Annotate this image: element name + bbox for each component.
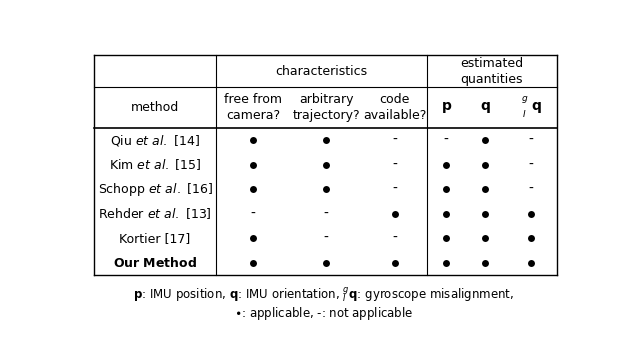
Text: arbitrary
trajectory?: arbitrary trajectory? [293,93,360,122]
Text: $\mathbf{q}$: $\mathbf{q}$ [480,100,491,115]
Text: free from
camera?: free from camera? [224,93,282,122]
Text: characteristics: characteristics [276,64,368,78]
Text: Schopp $\mathit{et\ al.}$ [16]: Schopp $\mathit{et\ al.}$ [16] [97,181,212,198]
Text: Rehder $\mathit{et\ al.}$ [13]: Rehder $\mathit{et\ al.}$ [13] [98,206,212,221]
Text: -: - [444,133,449,147]
Text: Kortier [17]: Kortier [17] [119,232,191,245]
Text: $\mathbf{Our\ Method}$: $\mathbf{Our\ Method}$ [113,256,197,270]
Text: -: - [324,231,329,245]
Text: $I$: $I$ [522,108,526,119]
Text: -: - [392,133,398,147]
Text: $\bullet$: applicable, -: not applicable: $\bullet$: applicable, -: not applicable [234,305,413,322]
Text: -: - [392,158,398,171]
Text: Kim $\mathit{et\ al.}$ [15]: Kim $\mathit{et\ al.}$ [15] [109,157,202,172]
Text: -: - [324,207,329,221]
Text: $\mathbf{p}$: $\mathbf{p}$ [441,100,452,115]
Text: estimated
quantities: estimated quantities [460,56,523,86]
Text: -: - [528,182,533,196]
Text: -: - [528,133,533,147]
Text: $\mathbf{p}$: IMU position, $\mathbf{q}$: IMU orientation, $^g_I\mathbf{q}$: gyr: $\mathbf{p}$: IMU position, $\mathbf{q}$… [133,285,514,304]
Text: $\mathbf{q}$: $\mathbf{q}$ [532,100,542,115]
Text: -: - [528,158,533,171]
Text: Qiu $\mathit{et\ al.}$ [14]: Qiu $\mathit{et\ al.}$ [14] [110,132,200,147]
Text: $g$: $g$ [521,94,528,104]
Text: method: method [131,101,179,114]
Text: -: - [251,207,255,221]
Text: -: - [392,231,398,245]
Text: -: - [392,182,398,196]
Text: code
available?: code available? [363,93,427,122]
